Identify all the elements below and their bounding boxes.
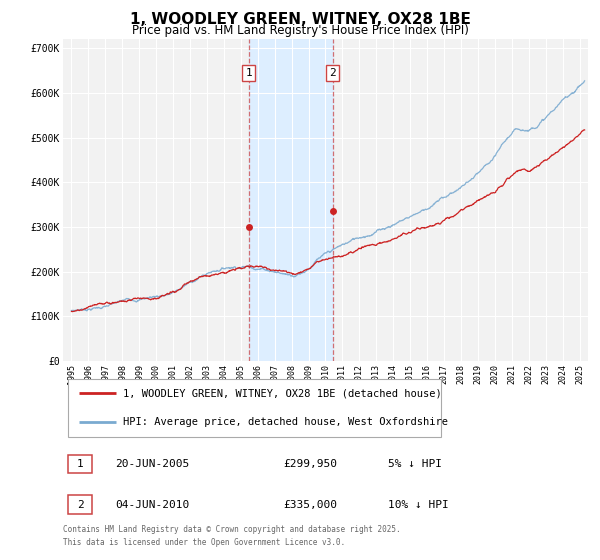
Text: Contains HM Land Registry data © Crown copyright and database right 2025.
This d: Contains HM Land Registry data © Crown c… [63, 525, 401, 547]
FancyBboxPatch shape [68, 379, 441, 437]
Text: Price paid vs. HM Land Registry's House Price Index (HPI): Price paid vs. HM Land Registry's House … [131, 24, 469, 36]
Text: 1: 1 [77, 459, 84, 469]
Text: 1, WOODLEY GREEN, WITNEY, OX28 1BE (detached house): 1, WOODLEY GREEN, WITNEY, OX28 1BE (deta… [124, 388, 442, 398]
Text: £335,000: £335,000 [284, 500, 337, 510]
Text: 1: 1 [245, 68, 252, 78]
Text: 2: 2 [329, 68, 336, 78]
Text: 20-JUN-2005: 20-JUN-2005 [115, 459, 190, 469]
FancyBboxPatch shape [68, 495, 92, 514]
Text: 04-JUN-2010: 04-JUN-2010 [115, 500, 190, 510]
Bar [248, 39, 332, 361]
Text: 5% ↓ HPI: 5% ↓ HPI [389, 459, 443, 469]
Text: HPI: Average price, detached house, West Oxfordshire: HPI: Average price, detached house, West… [124, 417, 448, 427]
FancyBboxPatch shape [68, 455, 92, 473]
Text: 2: 2 [77, 500, 84, 510]
Text: 1, WOODLEY GREEN, WITNEY, OX28 1BE: 1, WOODLEY GREEN, WITNEY, OX28 1BE [130, 12, 470, 27]
Text: £299,950: £299,950 [284, 459, 337, 469]
Text: 10% ↓ HPI: 10% ↓ HPI [389, 500, 449, 510]
